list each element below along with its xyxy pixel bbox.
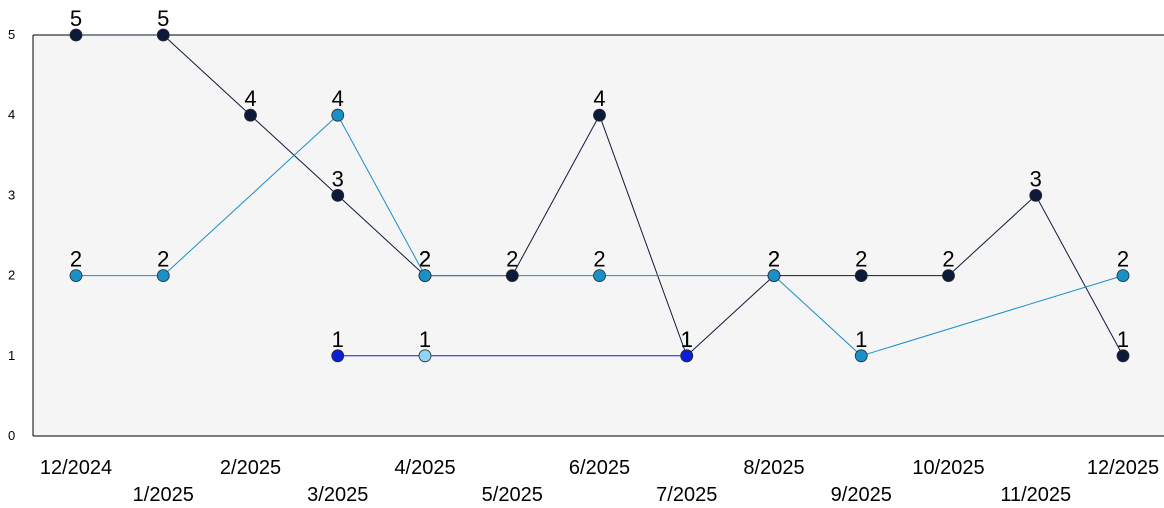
- data-point: [1116, 269, 1130, 283]
- data-point: [331, 349, 345, 363]
- data-point: [331, 188, 345, 202]
- plot-area: [33, 35, 1164, 436]
- data-label: 2: [419, 247, 431, 272]
- data-label: 3: [1030, 166, 1042, 191]
- x-tick-labels: 12/2024 1/2025 2/2025 3/2025 4/2025 5/2025 6/2…: [40, 457, 1159, 506]
- data-point: [244, 108, 257, 122]
- data-label: 1: [419, 327, 431, 352]
- y-tick-label: 1: [8, 348, 15, 363]
- data-point: [69, 269, 83, 283]
- data-label: 5: [157, 6, 169, 31]
- data-point: [331, 108, 345, 122]
- data-point: [854, 269, 868, 283]
- x-tick-label: 5/2025: [482, 484, 543, 506]
- data-label: 1: [1117, 327, 1129, 352]
- data-point: [156, 28, 170, 42]
- y-tick-label: 5: [8, 27, 15, 42]
- data-label: 2: [942, 247, 954, 272]
- data-label: 5: [70, 6, 82, 31]
- series-points: [69, 28, 1130, 363]
- x-tick-label: 1/2025: [133, 484, 194, 506]
- data-point: [1029, 188, 1043, 202]
- data-label: 2: [1117, 247, 1129, 272]
- data-label: 4: [244, 86, 256, 111]
- data-label: 2: [593, 247, 605, 272]
- data-label: 3: [332, 166, 344, 191]
- data-label: 2: [157, 247, 169, 272]
- data-label: 1: [681, 327, 693, 352]
- x-tick-label: 6/2025: [569, 457, 630, 479]
- data-point: [156, 269, 170, 283]
- data-point: [593, 269, 606, 283]
- data-point: [1116, 349, 1130, 363]
- data-point: [418, 349, 432, 363]
- data-point: [942, 269, 955, 283]
- y-tick-label: 3: [8, 187, 15, 202]
- x-tick-label: 12/2024: [40, 457, 112, 479]
- data-point: [854, 349, 868, 363]
- y-tick-label: 2: [8, 268, 15, 283]
- y-tick-label: 0: [8, 428, 15, 443]
- data-point: [69, 28, 83, 42]
- data-label: 2: [855, 247, 867, 272]
- data-label: 4: [332, 86, 344, 111]
- data-label: 1: [681, 327, 693, 352]
- data-point: [418, 269, 432, 283]
- data-point: [680, 349, 694, 363]
- data-point: [767, 269, 781, 283]
- data-point: [593, 108, 606, 122]
- data-label: 2: [768, 247, 780, 272]
- data-label: 2: [506, 247, 518, 272]
- x-tick-label: 11/2025: [1000, 484, 1071, 506]
- data-label: 1: [332, 327, 344, 352]
- y-tick-label: 4: [8, 107, 15, 122]
- x-tick-label: 4/2025: [394, 457, 455, 479]
- data-point: [505, 269, 519, 283]
- x-tick-label: 12/2025: [1087, 457, 1159, 479]
- x-tick-label: 9/2025: [831, 484, 892, 506]
- x-tick-label: 10/2025: [912, 457, 984, 479]
- data-label: 2: [70, 247, 82, 272]
- x-tick-label: 8/2025: [743, 457, 804, 479]
- x-tick-label: 2/2025: [220, 457, 281, 479]
- x-tick-label: 7/2025: [656, 484, 717, 506]
- data-label: 2: [419, 247, 431, 272]
- y-tick-labels: 0 1 2 3 4 5: [8, 27, 15, 443]
- x-tick-label: 3/2025: [307, 484, 368, 506]
- data-label: 1: [855, 327, 867, 352]
- data-label: 2: [768, 247, 780, 272]
- data-label: 4: [593, 86, 605, 111]
